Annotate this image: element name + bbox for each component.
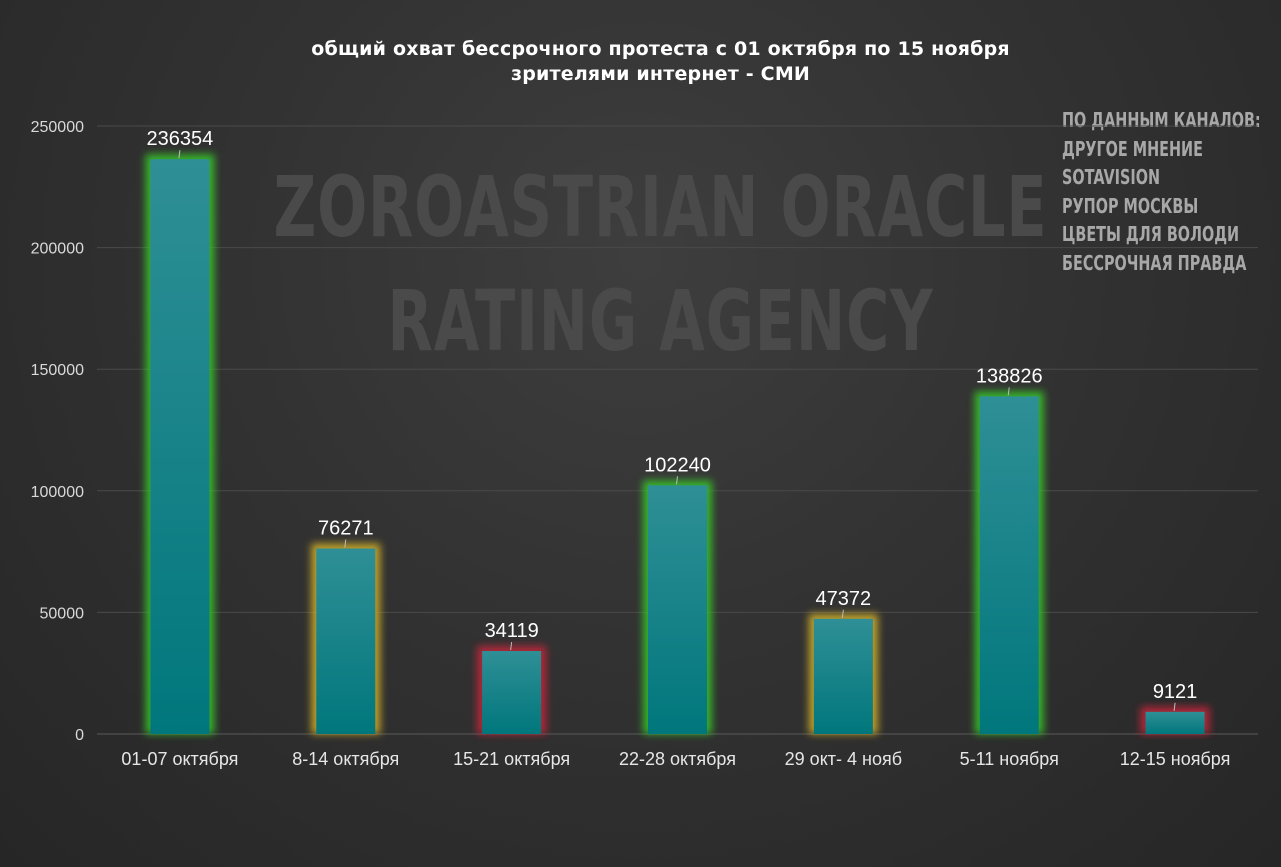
y-tick-label: 50000 (40, 605, 85, 622)
data-label-leader (841, 609, 844, 618)
data-label-leader (676, 476, 678, 485)
sources-header: ПО ДАННЫМ КАНАЛОВ: (1062, 108, 1261, 132)
y-tick-label: 150000 (31, 362, 84, 379)
x-tick-label: 01-07 октября (121, 749, 238, 769)
bar (813, 618, 873, 734)
x-tick-label: 15-21 октября (453, 749, 570, 769)
source-item: БЕССРОЧНАЯ ПРАВДА (1062, 250, 1247, 275)
y-tick-label: 200000 (31, 241, 84, 258)
x-tick-label: 29 окт- 4 нояб (785, 749, 902, 769)
data-label: 47372 (816, 588, 872, 610)
x-tick-label: 22-28 октября (619, 749, 736, 769)
y-axis: 0 50000 100000 150000 200000 250000 (31, 119, 84, 744)
y-tick-label: 100000 (31, 484, 84, 501)
watermark-line-2: RATING AGENCY (387, 272, 934, 370)
sources-panel: ПО ДАННЫМ КАНАЛОВ: ДРУГОЕ МНЕНИЕ SOTAVIS… (1062, 106, 1261, 277)
data-label: 102240 (644, 454, 711, 476)
bar (316, 548, 376, 734)
source-item: ДРУГОЕ МНЕНИЕ (1062, 136, 1203, 161)
data-label: 138826 (976, 365, 1043, 387)
data-label: 236354 (147, 128, 214, 150)
source-item: SOTAVISION (1062, 165, 1161, 189)
x-axis: 01-07 октября 8-14 октября 15-21 октября 22… (121, 749, 1230, 769)
y-tick-label: 0 (75, 727, 84, 744)
data-label-leader (1007, 387, 1010, 396)
bars: 236354 76271 34119 102240 47372 138826 9121 (145, 128, 1210, 734)
data-label-leader (344, 539, 347, 548)
data-label: 76271 (318, 518, 374, 540)
data-label-leader (178, 150, 181, 159)
chart-title: общий охват бессрочного протеста с 01 ок… (311, 38, 1010, 60)
y-tick-label: 250000 (31, 119, 84, 136)
data-label-leader (1173, 702, 1176, 711)
bar (979, 396, 1039, 734)
data-label: 34119 (485, 620, 539, 642)
bar (150, 159, 210, 734)
data-label-leader (510, 641, 513, 651)
watermark-line-1: ZOROASTRIAN ORACLE (273, 158, 1048, 256)
source-item: ЦВЕТЫ ДЛЯ ВОЛОДИ (1062, 222, 1240, 246)
data-label: 9121 (1153, 681, 1198, 703)
bar (482, 651, 542, 734)
chart-subtitle: зрителями интернет - СМИ (510, 63, 811, 85)
x-tick-label: 8-14 октября (292, 749, 399, 769)
source-item: РУПОР МОСКВЫ (1062, 193, 1199, 218)
x-tick-label: 12-15 ноября (1120, 749, 1231, 769)
x-tick-label: 5-11 ноября (960, 749, 1059, 769)
bar (1145, 711, 1205, 734)
bar (648, 485, 707, 734)
